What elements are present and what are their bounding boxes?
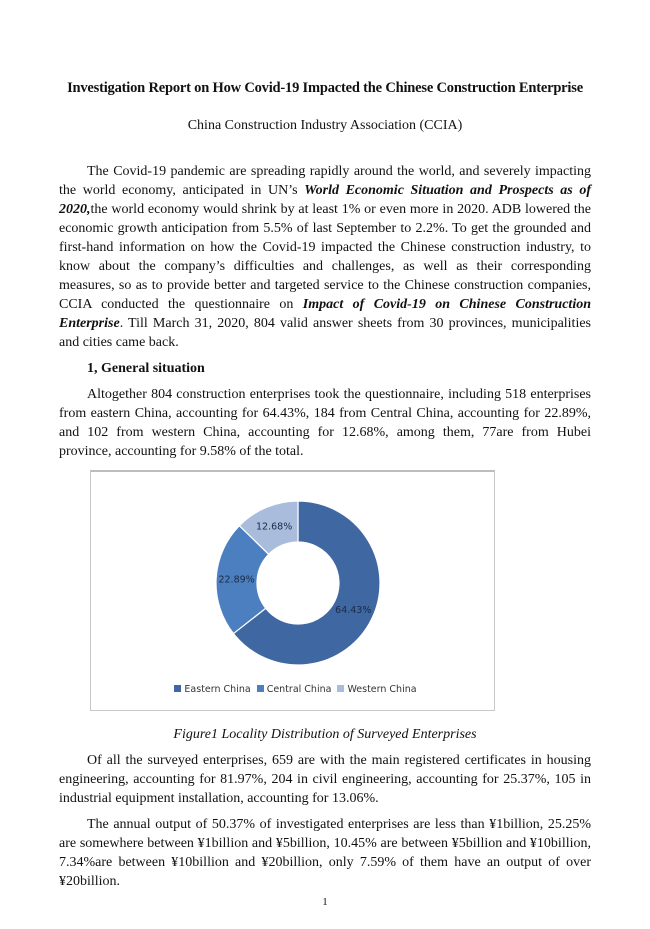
legend-item: Western China xyxy=(331,684,417,695)
donut-chart-svg: 64.43% 22.89% 12.68% xyxy=(215,500,381,666)
data-label: 64.43% xyxy=(335,605,371,616)
legend-label: Western China xyxy=(347,684,417,695)
legend-swatch xyxy=(256,685,264,692)
donut-slice-eastern-china xyxy=(232,500,381,666)
legend-label: Eastern China xyxy=(184,684,251,695)
section-heading: 1, General situation xyxy=(87,361,205,376)
intro-text: The Covid-19 pandemic are spreading rapi… xyxy=(59,164,591,198)
legend-swatch xyxy=(337,685,345,692)
figure-caption: Figure1 Locality Distribution of Surveye… xyxy=(173,727,477,742)
section-paragraph: Altogether 804 construction enterprises … xyxy=(59,387,591,459)
legend-item: Central China xyxy=(251,684,332,695)
legend-item: Eastern China xyxy=(168,684,251,695)
data-label: 22.89% xyxy=(218,575,254,586)
data-label: 12.68% xyxy=(256,521,292,532)
document-title: Investigation Report on How Covid-19 Imp… xyxy=(67,80,583,96)
intro-text: . Till March 31, 2020, 804 valid answer … xyxy=(59,316,591,350)
paragraph: The annual output of 50.37% of investiga… xyxy=(59,817,591,889)
document-author: China Construction Industry Association … xyxy=(187,118,463,133)
intro-paragraph: The Covid-19 pandemic are spreading rapi… xyxy=(59,162,591,352)
legend-swatch xyxy=(174,685,182,692)
report-title-reference: World Economic Situation and Prospects a… xyxy=(59,183,591,217)
paragraph: Of all the surveyed enterprises, 659 are… xyxy=(59,753,591,806)
donut-chart: 64.43% 22.89% 12.68% Eastern China Central … xyxy=(90,470,495,711)
intro-text: the world economy would shrink by at lea… xyxy=(59,202,591,312)
donut-slice-western-china xyxy=(238,500,299,556)
legend-label: Central China xyxy=(266,684,332,695)
chart-legend: Eastern China Central China Western China xyxy=(91,684,494,695)
page-number: 1 xyxy=(322,896,328,908)
questionnaire-title: Impact of Covid-19 on Chinese Constructi… xyxy=(59,297,591,331)
